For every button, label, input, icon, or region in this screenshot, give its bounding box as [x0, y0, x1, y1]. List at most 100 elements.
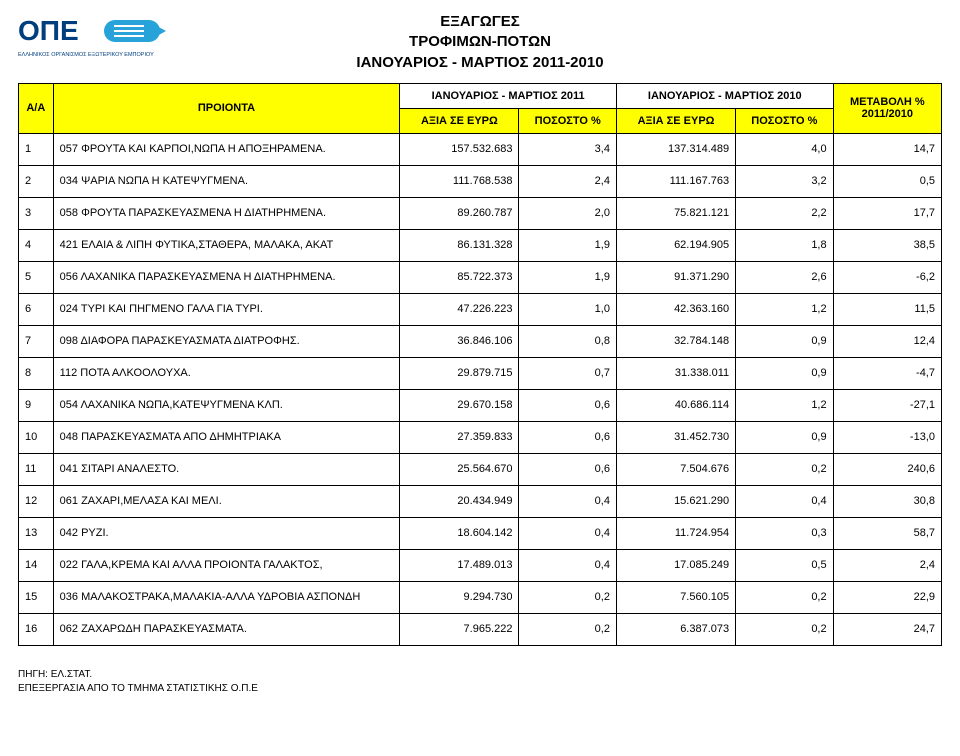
cell-value-2011: 27.359.833 — [400, 421, 519, 453]
table-row: 12061 ΖΑΧΑΡΙ,ΜΕΛΑΣΑ ΚΑΙ ΜΕΛΙ.20.434.9490… — [19, 485, 942, 517]
cell-value-2010: 42.363.160 — [616, 293, 735, 325]
table-row: 8112 ΠΟΤΑ ΑΛΚΟΟΛΟΥΧΑ.29.879.7150,731.338… — [19, 357, 942, 389]
col-header-products: ΠΡΟΙΟΝΤΑ — [53, 83, 400, 133]
cell-product: 057 ΦΡΟΥΤΑ ΚΑΙ ΚΑΡΠΟΙ,ΝΩΠΑ Η ΑΠΟΞΗΡΑΜΕΝΑ… — [53, 133, 400, 165]
table-row: 13042 ΡΥΖΙ.18.604.1420,411.724.9540,358,… — [19, 517, 942, 549]
cell-percent-2010: 4,0 — [736, 133, 833, 165]
cell-product: 022 ΓΑΛΑ,ΚΡΕΜΑ ΚΑΙ ΑΛΛΑ ΠΡΟΙΟΝΤΑ ΓΑΛΑΚΤΟ… — [53, 549, 400, 581]
cell-value-2010: 11.724.954 — [616, 517, 735, 549]
cell-index: 1 — [19, 133, 54, 165]
page-header: ΟΠΕ ΕΛΛΗΝΙΚΟΣ ΟΡΓΑΝΙΣΜΟΣ ΕΞΩΤΕΡΙΚΟΥ ΕΜΠΟ… — [18, 12, 942, 73]
cell-change: 30,8 — [833, 485, 941, 517]
cell-value-2011: 157.532.683 — [400, 133, 519, 165]
cell-percent-2011: 0,2 — [519, 581, 617, 613]
cell-index: 6 — [19, 293, 54, 325]
cell-value-2010: 137.314.489 — [616, 133, 735, 165]
cell-product: 058 ΦΡΟΥΤΑ ΠΑΡΑΣΚΕΥΑΣΜΕΝΑ Η ΔΙΑΤΗΡΗΜΕΝΑ. — [53, 197, 400, 229]
cell-product: 036 ΜΑΛΑΚΟΣΤΡΑΚΑ,ΜΑΛΑΚΙΑ-ΑΛΛΑ ΥΔΡΟΒΙΑ ΑΣ… — [53, 581, 400, 613]
col-header-value-2011: ΑΞΙΑ ΣΕ ΕΥΡΩ — [400, 108, 519, 133]
cell-product: 112 ΠΟΤΑ ΑΛΚΟΟΛΟΥΧΑ. — [53, 357, 400, 389]
cell-value-2011: 17.489.013 — [400, 549, 519, 581]
cell-index: 12 — [19, 485, 54, 517]
cell-index: 3 — [19, 197, 54, 229]
cell-percent-2010: 2,2 — [736, 197, 833, 229]
footer-line-1: ΠΗΓΗ: ΕΛ.ΣΤΑΤ. — [18, 668, 942, 682]
cell-index: 10 — [19, 421, 54, 453]
cell-percent-2010: 2,6 — [736, 261, 833, 293]
cell-index: 16 — [19, 613, 54, 645]
cell-change: 240,6 — [833, 453, 941, 485]
cell-product: 024 ΤΥΡΙ ΚΑΙ ΠΗΓΜΕΝΟ ΓΑΛΑ ΓΙΑ ΤΥΡΙ. — [53, 293, 400, 325]
cell-value-2011: 20.434.949 — [400, 485, 519, 517]
cell-value-2011: 111.768.538 — [400, 165, 519, 197]
logo-subtext: ΕΛΛΗΝΙΚΟΣ ΟΡΓΑΝΙΣΜΟΣ ΕΞΩΤΕΡΙΚΟΥ ΕΜΠΟΡΙΟΥ — [18, 52, 154, 58]
table-row: 10048 ΠΑΡΑΣΚΕΥΑΣΜΑΤΑ ΑΠΟ ΔΗΜΗΤΡΙΑΚΑ27.35… — [19, 421, 942, 453]
cell-product: 061 ΖΑΧΑΡΙ,ΜΕΛΑΣΑ ΚΑΙ ΜΕΛΙ. — [53, 485, 400, 517]
cell-percent-2010: 1,2 — [736, 293, 833, 325]
cell-percent-2011: 0,4 — [519, 485, 617, 517]
cell-product: 042 ΡΥΖΙ. — [53, 517, 400, 549]
cell-value-2011: 25.564.670 — [400, 453, 519, 485]
table-row: 7098 ΔΙΑΦΟΡΑ ΠΑΡΑΣΚΕΥΑΣΜΑΤΑ ΔΙΑΤΡΟΦΗΣ.36… — [19, 325, 942, 357]
cell-percent-2010: 3,2 — [736, 165, 833, 197]
cell-product: 062 ΖΑΧΑΡΩΔΗ ΠΑΡΑΣΚΕΥΑΣΜΑΤΑ. — [53, 613, 400, 645]
col-header-change: ΜΕΤΑΒΟΛΗ % 2011/2010 — [833, 83, 941, 133]
cell-change: -4,7 — [833, 357, 941, 389]
cell-change: 22,9 — [833, 581, 941, 613]
cell-percent-2010: 0,9 — [736, 325, 833, 357]
cell-index: 9 — [19, 389, 54, 421]
cell-value-2010: 31.452.730 — [616, 421, 735, 453]
cell-product: 041 ΣΙΤΑΡΙ ΑΝΑΛΕΣΤΟ. — [53, 453, 400, 485]
cell-change: 12,4 — [833, 325, 941, 357]
cell-index: 15 — [19, 581, 54, 613]
cell-percent-2011: 0,8 — [519, 325, 617, 357]
cell-change: 58,7 — [833, 517, 941, 549]
cell-value-2010: 7.560.105 — [616, 581, 735, 613]
cell-percent-2010: 0,2 — [736, 581, 833, 613]
cell-percent-2011: 0,7 — [519, 357, 617, 389]
cell-change: 14,7 — [833, 133, 941, 165]
title-line-1: ΕΞΑΓΩΓΕΣ — [198, 12, 762, 32]
cell-product: 048 ΠΑΡΑΣΚΕΥΑΣΜΑΤΑ ΑΠΟ ΔΗΜΗΤΡΙΑΚΑ — [53, 421, 400, 453]
col-header-percent-2011: ΠΟΣΟΣΤΟ % — [519, 108, 617, 133]
cell-index: 8 — [19, 357, 54, 389]
cell-product: 056 ΛΑΧΑΝΙΚΑ ΠΑΡΑΣΚΕΥΑΣΜΕΝΑ Η ΔΙΑΤΗΡΗΜΕΝ… — [53, 261, 400, 293]
cell-index: 4 — [19, 229, 54, 261]
cell-value-2010: 15.621.290 — [616, 485, 735, 517]
cell-product: 054 ΛΑΧΑΝΙΚΑ ΝΩΠΑ,ΚΑΤΕΨΥΓΜΕΝΑ ΚΛΠ. — [53, 389, 400, 421]
cell-percent-2010: 0,5 — [736, 549, 833, 581]
title-line-3: ΙΑΝΟΥΑΡΙΟΣ - ΜΑΡΤΙΟΣ 2011-2010 — [198, 53, 762, 73]
col-header-value-2010: ΑΞΙΑ ΣΕ ΕΥΡΩ — [616, 108, 735, 133]
table-row: 5056 ΛΑΧΑΝΙΚΑ ΠΑΡΑΣΚΕΥΑΣΜΕΝΑ Η ΔΙΑΤΗΡΗΜΕ… — [19, 261, 942, 293]
cell-index: 14 — [19, 549, 54, 581]
cell-value-2011: 18.604.142 — [400, 517, 519, 549]
table-row: 4421 ΕΛΑΙΑ & ΛΙΠΗ ΦΥΤΙΚΑ,ΣΤΑΘΕΡΑ, ΜΑΛΑΚΑ… — [19, 229, 942, 261]
cell-percent-2011: 0,6 — [519, 453, 617, 485]
cell-percent-2011: 0,6 — [519, 421, 617, 453]
cell-percent-2011: 2,4 — [519, 165, 617, 197]
cell-percent-2010: 1,8 — [736, 229, 833, 261]
cell-change: 0,5 — [833, 165, 941, 197]
cell-value-2011: 89.260.787 — [400, 197, 519, 229]
table-row: 16062 ΖΑΧΑΡΩΔΗ ΠΑΡΑΣΚΕΥΑΣΜΑΤΑ.7.965.2220… — [19, 613, 942, 645]
cell-value-2011: 86.131.328 — [400, 229, 519, 261]
cell-value-2010: 17.085.249 — [616, 549, 735, 581]
cell-percent-2010: 0,9 — [736, 421, 833, 453]
cell-value-2011: 9.294.730 — [400, 581, 519, 613]
table-row: 6024 ΤΥΡΙ ΚΑΙ ΠΗΓΜΕΝΟ ΓΑΛΑ ΓΙΑ ΤΥΡΙ.47.2… — [19, 293, 942, 325]
col-header-aa: Α/Α — [19, 83, 54, 133]
cell-percent-2011: 1,0 — [519, 293, 617, 325]
table-row: 15036 ΜΑΛΑΚΟΣΤΡΑΚΑ,ΜΑΛΑΚΙΑ-ΑΛΛΑ ΥΔΡΟΒΙΑ … — [19, 581, 942, 613]
cell-percent-2011: 0,4 — [519, 517, 617, 549]
cell-value-2011: 47.226.223 — [400, 293, 519, 325]
cell-change: -6,2 — [833, 261, 941, 293]
cell-percent-2011: 0,6 — [519, 389, 617, 421]
cell-change: -27,1 — [833, 389, 941, 421]
cell-percent-2011: 0,4 — [519, 549, 617, 581]
cell-percent-2011: 1,9 — [519, 229, 617, 261]
cell-product: 034 ΨΑΡΙΑ ΝΩΠΑ Η ΚΑΤΕΨΥΓΜΕΝΑ. — [53, 165, 400, 197]
table-body: 1057 ΦΡΟΥΤΑ ΚΑΙ ΚΑΡΠΟΙ,ΝΩΠΑ Η ΑΠΟΞΗΡΑΜΕΝ… — [19, 133, 942, 645]
cell-value-2010: 31.338.011 — [616, 357, 735, 389]
table-row: 2034 ΨΑΡΙΑ ΝΩΠΑ Η ΚΑΤΕΨΥΓΜΕΝΑ.111.768.53… — [19, 165, 942, 197]
cell-value-2011: 36.846.106 — [400, 325, 519, 357]
